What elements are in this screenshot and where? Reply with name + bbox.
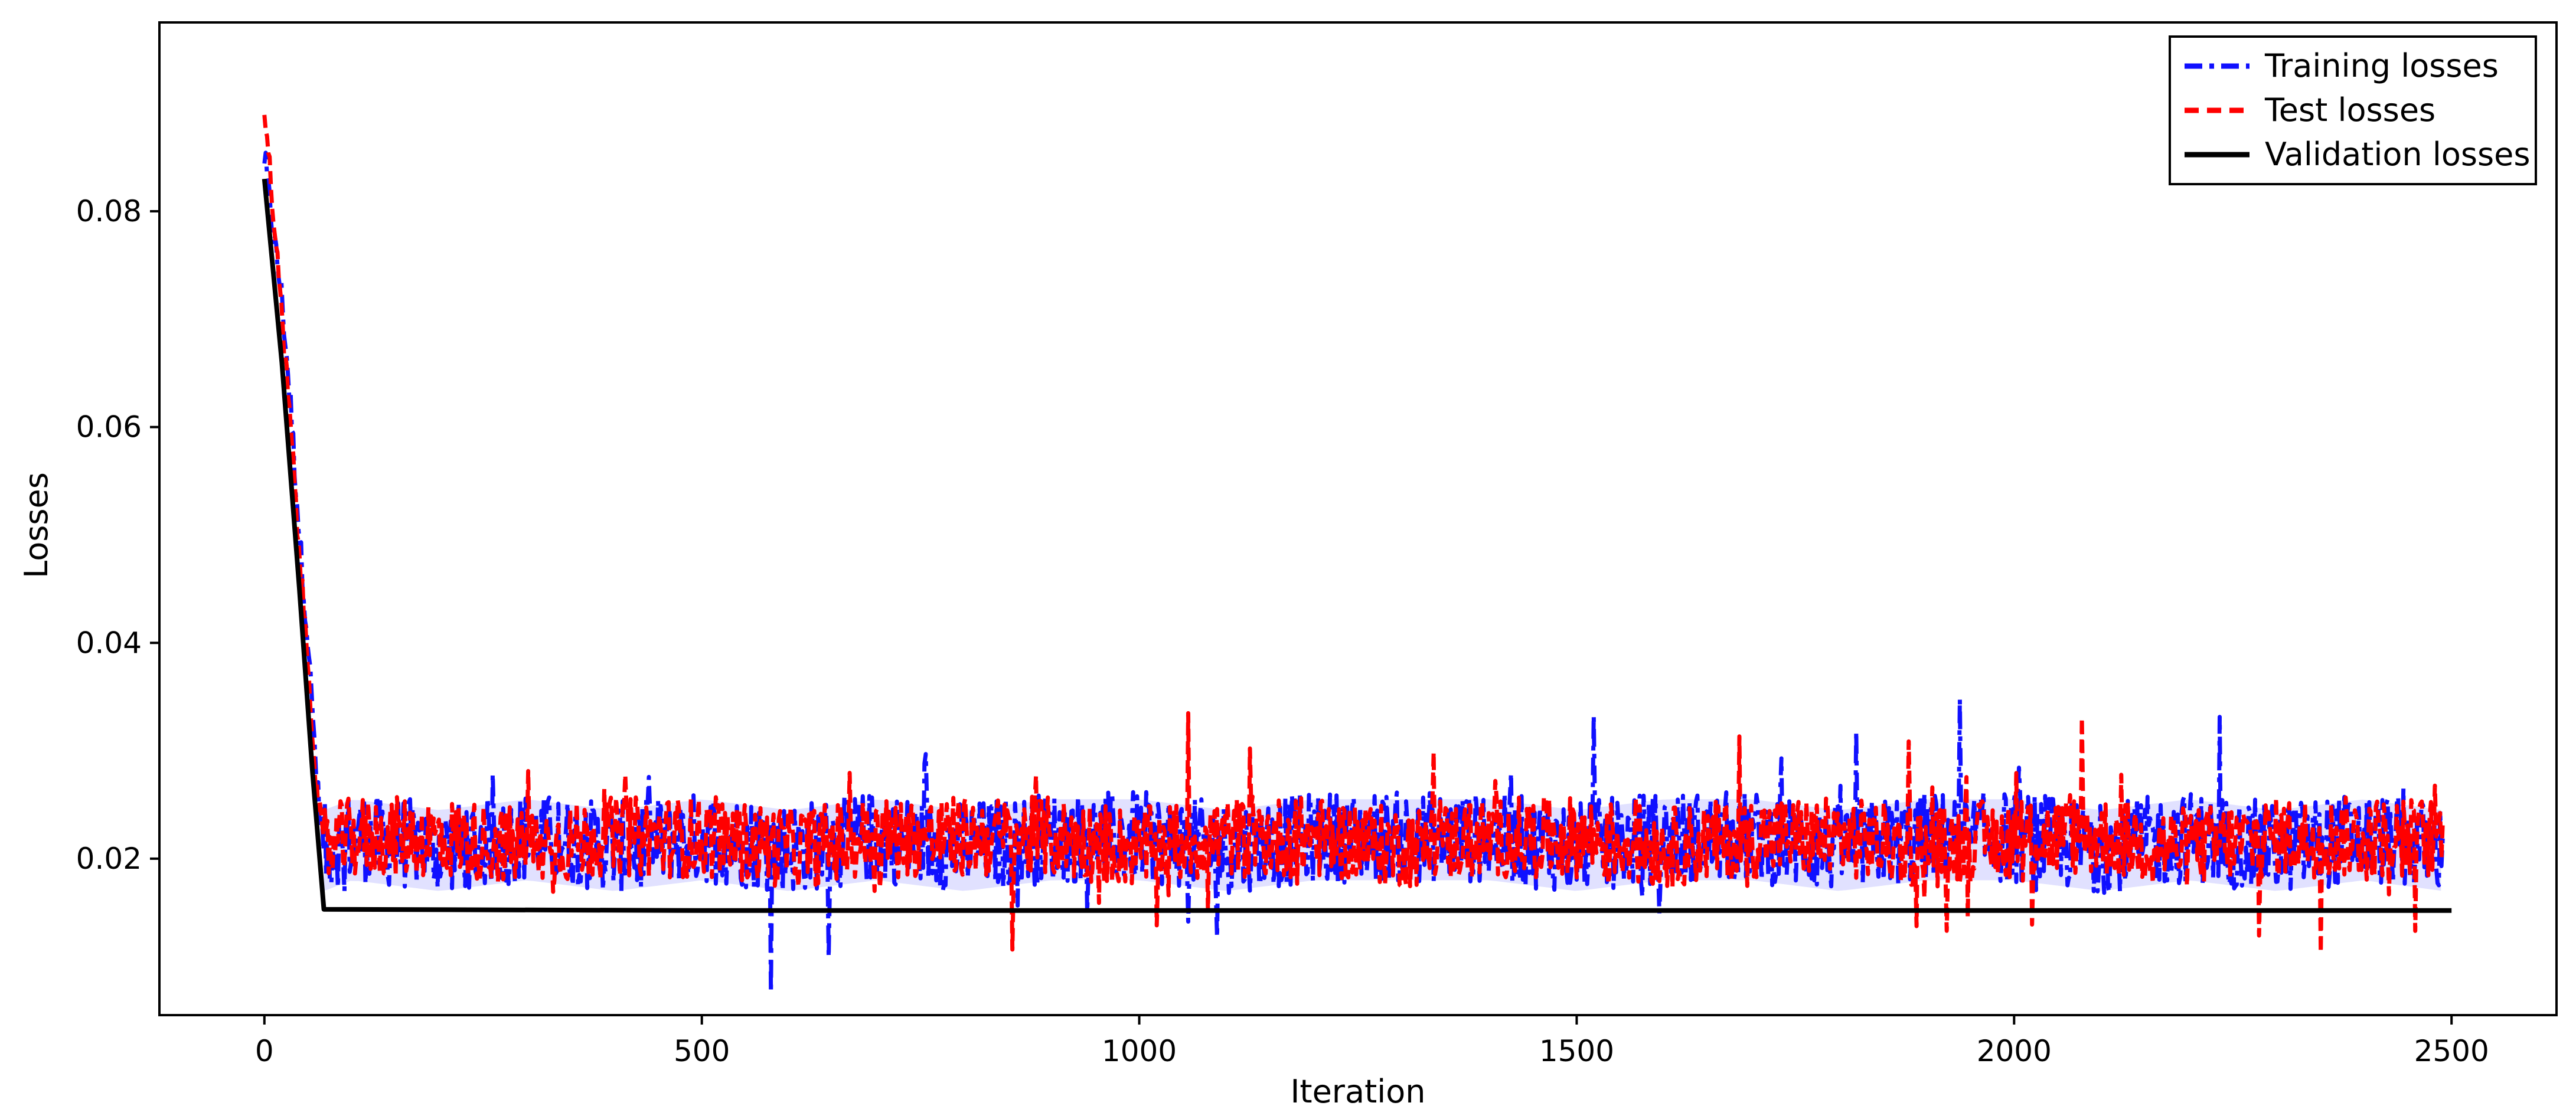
- y-tick-label: 0.08: [76, 194, 142, 228]
- legend: Training losses Test losses Validation l…: [2169, 35, 2537, 185]
- x-axis: 0 500 1000 1500 2000 2500: [255, 1015, 2489, 1068]
- series-line-1: [262, 114, 2445, 955]
- x-tick-label: 2500: [2414, 1034, 2489, 1068]
- y-axis: 0.02 0.04 0.06 0.08: [76, 194, 159, 876]
- x-axis-label: Iteration: [1290, 1073, 1425, 1110]
- x-tick-label: 1500: [1539, 1034, 1614, 1068]
- legend-label-training: Training losses: [2264, 47, 2499, 84]
- y-axis-label: Losses: [18, 472, 55, 578]
- x-tick-label: 1000: [1102, 1034, 1177, 1068]
- series-line-2: [262, 178, 2452, 913]
- x-tick-label: 500: [674, 1034, 730, 1068]
- legend-label-test: Test losses: [2264, 91, 2435, 129]
- x-tick-label: 2000: [1977, 1034, 2052, 1068]
- y-tick-label: 0.02: [76, 842, 142, 876]
- x-tick-label: 0: [255, 1034, 274, 1068]
- series-layer: [262, 114, 2452, 995]
- legend-label-validation: Validation losses: [2265, 136, 2530, 173]
- y-tick-label: 0.04: [76, 626, 142, 660]
- y-tick-label: 0.06: [76, 410, 142, 444]
- plot-frame: [158, 21, 2558, 1016]
